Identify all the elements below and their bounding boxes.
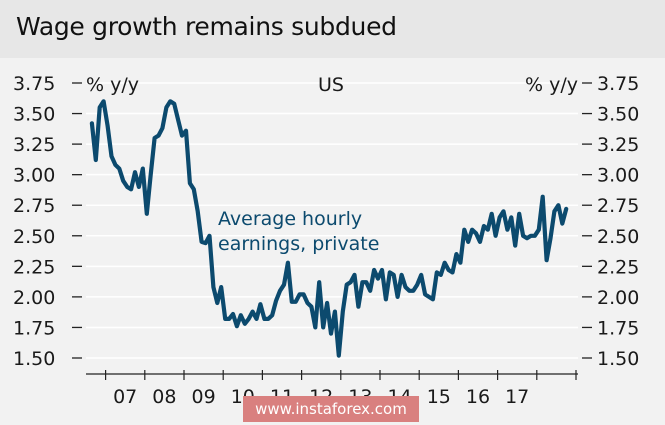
left-tick-label-5: 2.50 [13, 226, 55, 248]
left-tick-label-1: 3.50 [13, 104, 55, 126]
right-tick-label-3: 3.00 [597, 165, 639, 187]
right-tick-label-5: 2.50 [597, 226, 639, 248]
right-tick-label-1: 3.50 [597, 104, 639, 126]
series-annotation-line-2: earnings, private [218, 233, 379, 255]
left-tick-label-8: 1.75 [13, 317, 55, 339]
right-tick-label-6: 2.25 [597, 256, 639, 278]
watermark: www.instaforex.com [243, 396, 419, 422]
left-unit-label: % y/y [86, 74, 139, 96]
right-tick-label-4: 2.75 [597, 195, 639, 217]
left-tick-label-4: 2.75 [13, 195, 55, 217]
x-tick-label-1: 08 [152, 386, 176, 408]
right-tick-label-0: 3.75 [597, 73, 639, 95]
series-annotation-line-1: Average hourly [218, 208, 362, 230]
left-tick-label-6: 2.25 [13, 256, 55, 278]
right-tick-label-9: 1.50 [597, 348, 639, 370]
left-tick-label-9: 1.50 [13, 348, 55, 370]
right-tick-label-8: 1.75 [597, 317, 639, 339]
x-tick-label-8: 15 [427, 386, 451, 408]
left-tick-label-2: 3.25 [13, 134, 55, 156]
right-y-axis: 3.75 3.50 3.25 3.00 2.75 2.50 2.25 2.00 1.75 1.50 [582, 73, 639, 370]
left-tick-label-3: 3.00 [13, 165, 55, 187]
series-line-average-hourly-earnings [89, 99, 569, 358]
left-y-axis: 3.75 3.50 3.25 3.00 2.75 2.50 2.25 2.00 1.75 1.50 [13, 73, 82, 370]
region-label: US [318, 74, 344, 96]
chart-panel [0, 58, 665, 425]
x-tick-label-9: 16 [466, 386, 490, 408]
right-unit-label: % y/y [525, 74, 578, 96]
right-tick-label-2: 3.25 [597, 134, 639, 156]
x-tick-label-10: 17 [505, 386, 529, 408]
right-tick-label-7: 2.00 [597, 287, 639, 309]
chart-title: Wage growth remains subdued [16, 12, 397, 41]
left-tick-label-7: 2.00 [13, 287, 55, 309]
x-tick-label-0: 07 [113, 386, 137, 408]
series-layer [89, 99, 569, 358]
chart-header: Wage growth remains subdued [0, 0, 665, 58]
x-tick-label-2: 09 [192, 386, 216, 408]
left-tick-label-0: 3.75 [13, 73, 55, 95]
